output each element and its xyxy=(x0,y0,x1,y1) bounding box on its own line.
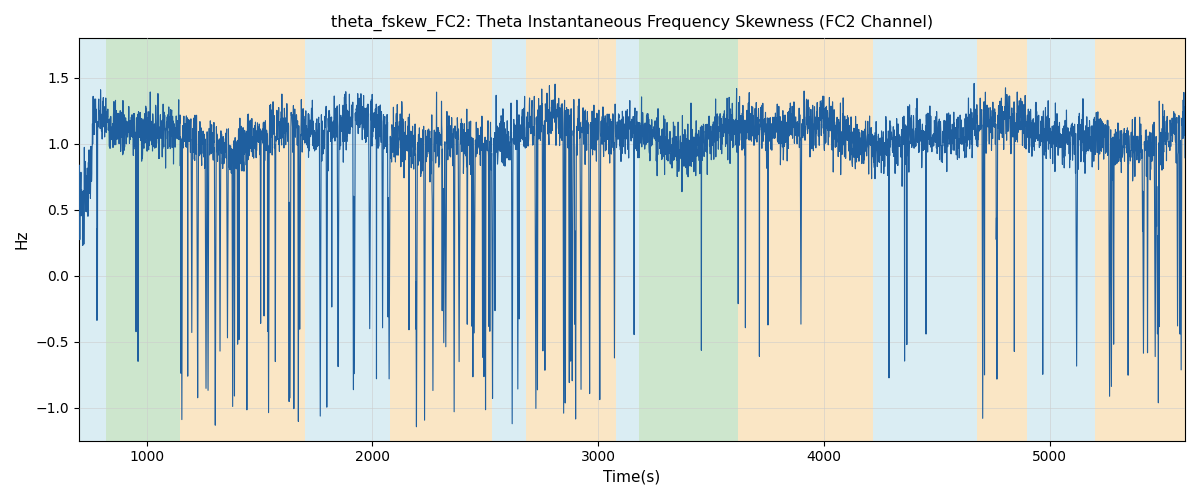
Bar xyxy=(79,38,106,440)
Bar xyxy=(1094,38,1186,440)
Bar xyxy=(526,38,616,440)
Bar xyxy=(638,38,738,440)
Bar xyxy=(802,38,874,440)
Title: theta_fskew_FC2: Theta Instantaneous Frequency Skewness (FC2 Channel): theta_fskew_FC2: Theta Instantaneous Fre… xyxy=(331,15,934,31)
Bar xyxy=(305,38,390,440)
Bar xyxy=(977,38,1027,440)
Bar xyxy=(874,38,977,440)
Bar xyxy=(1027,38,1094,440)
X-axis label: Time(s): Time(s) xyxy=(604,470,660,485)
Bar xyxy=(106,38,180,440)
Bar xyxy=(180,38,305,440)
Bar xyxy=(390,38,492,440)
Bar xyxy=(738,38,802,440)
Bar xyxy=(616,38,638,440)
Y-axis label: Hz: Hz xyxy=(14,230,30,249)
Bar xyxy=(492,38,526,440)
